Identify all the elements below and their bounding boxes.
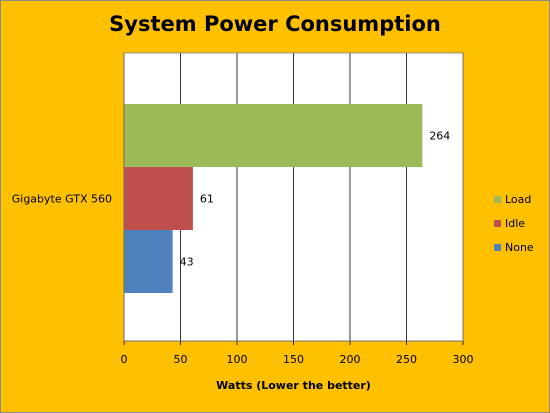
x-tick-label: 300 — [453, 353, 474, 366]
chart-title: System Power Consumption — [109, 12, 441, 36]
x-tick-label: 0 — [121, 353, 128, 366]
legend-label-load: Load — [505, 193, 531, 206]
legend-swatch-load — [494, 196, 501, 203]
legend-swatch-idle — [494, 220, 501, 227]
legend-label-idle: Idle — [505, 217, 525, 230]
legend-swatch-none — [494, 244, 501, 251]
x-tick-label: 150 — [283, 353, 304, 366]
x-tick-label: 100 — [227, 353, 248, 366]
x-tick-label: 200 — [340, 353, 361, 366]
data-label-load: 264 — [429, 130, 450, 143]
x-axis-title: Watts (Lower the better) — [216, 379, 371, 392]
bar-idle — [124, 167, 193, 230]
bar-none — [124, 230, 173, 293]
data-label-idle: 61 — [200, 193, 214, 206]
legend-label-none: None — [505, 241, 534, 254]
data-label-none: 43 — [180, 256, 194, 269]
x-tick-label: 50 — [174, 353, 188, 366]
bar-load — [124, 104, 423, 167]
plot-border — [123, 52, 464, 342]
legend: Load Idle None — [494, 193, 534, 254]
category-label: Gigabyte GTX 560 — [12, 193, 112, 206]
x-tick-label: 250 — [396, 353, 417, 366]
